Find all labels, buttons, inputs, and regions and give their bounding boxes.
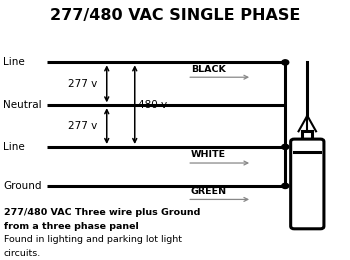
Text: 277/480 VAC Three wire plus Ground: 277/480 VAC Three wire plus Ground (4, 208, 200, 217)
Text: 277 v: 277 v (68, 121, 98, 131)
Text: 480 v: 480 v (138, 100, 167, 110)
Text: from a three phase panel: from a three phase panel (4, 222, 138, 231)
Text: circuits.: circuits. (4, 249, 41, 258)
Circle shape (282, 183, 289, 188)
Text: Line: Line (4, 57, 25, 67)
Text: Found in lighting and parking lot light: Found in lighting and parking lot light (4, 235, 182, 244)
Text: Line: Line (4, 142, 25, 152)
Circle shape (282, 60, 289, 65)
Text: 277 v: 277 v (68, 79, 98, 89)
Text: BLACK: BLACK (191, 64, 225, 74)
Circle shape (282, 144, 289, 150)
Text: Neutral: Neutral (4, 100, 42, 110)
Text: WHITE: WHITE (191, 150, 226, 159)
Text: GREEN: GREEN (191, 187, 227, 196)
FancyBboxPatch shape (290, 139, 324, 229)
Bar (302, 131, 312, 142)
Text: Ground: Ground (4, 181, 42, 191)
Text: 277/480 VAC SINGLE PHASE: 277/480 VAC SINGLE PHASE (50, 8, 300, 23)
